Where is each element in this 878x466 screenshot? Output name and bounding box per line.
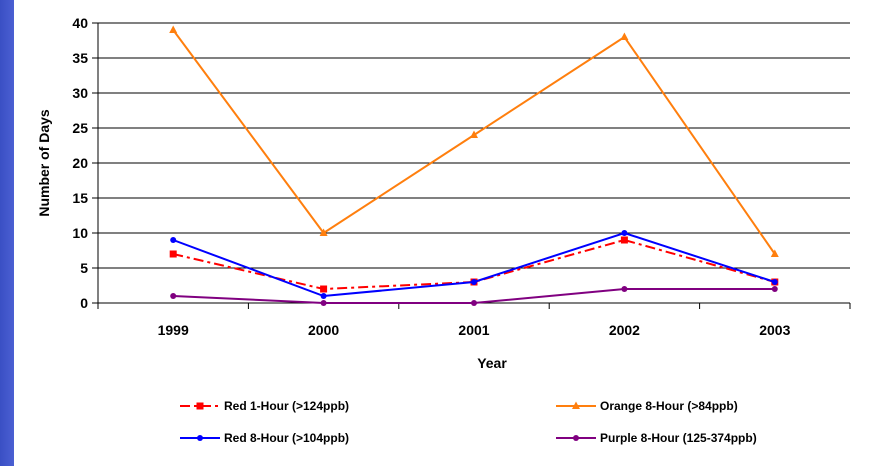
legend-swatch-marker xyxy=(572,401,580,409)
legend-item: Purple 8-Hour (125-374ppb) xyxy=(556,431,757,445)
y-tick-label: 15 xyxy=(72,190,88,206)
legend-swatch-marker xyxy=(196,402,204,410)
legend-label: Purple 8-Hour (125-374ppb) xyxy=(600,431,757,445)
data-point xyxy=(620,32,629,40)
x-tick-label: 2000 xyxy=(308,322,339,338)
series-line xyxy=(172,238,776,291)
data-point xyxy=(771,286,778,292)
y-tick-label: 25 xyxy=(72,120,88,136)
y-tick-label: 20 xyxy=(72,155,88,171)
y-tick-label: 30 xyxy=(72,85,88,101)
data-point xyxy=(620,236,628,244)
data-point xyxy=(169,25,178,33)
legend-item: Orange 8-Hour (>84ppb) xyxy=(556,399,738,413)
data-point xyxy=(169,250,177,258)
data-point xyxy=(621,286,628,292)
axes xyxy=(92,22,851,309)
legend: Red 1-Hour (>124ppb) Orange 8-Hour (>84pp… xyxy=(180,399,757,445)
series-lines xyxy=(169,25,779,306)
data-point xyxy=(170,237,177,243)
legend-swatch-marker xyxy=(197,435,203,441)
x-tick-labels: 1999 2000 2001 2002 2003 xyxy=(158,322,791,338)
data-point xyxy=(471,279,477,285)
legend-label: Red 1-Hour (>124ppb) xyxy=(224,399,349,413)
data-point xyxy=(320,293,327,299)
x-tick-label: 1999 xyxy=(158,322,189,338)
legend-label: Red 8-Hour (>104ppb) xyxy=(224,431,349,445)
gridlines xyxy=(98,22,850,269)
series-group xyxy=(170,286,778,306)
data-point xyxy=(320,300,327,306)
x-tick-label: 2002 xyxy=(609,322,640,338)
series-group xyxy=(169,25,779,257)
legend-item: Red 8-Hour (>104ppb) xyxy=(180,431,349,445)
data-point xyxy=(770,249,779,257)
y-tick-label: 35 xyxy=(72,50,88,66)
data-point xyxy=(170,293,177,299)
data-point xyxy=(320,285,328,293)
legend-swatch-marker xyxy=(573,435,579,441)
legend-label: Orange 8-Hour (>84ppb) xyxy=(600,399,738,413)
x-tick-label: 2003 xyxy=(759,322,790,338)
x-axis-title: Year xyxy=(477,355,507,371)
y-axis-title: Number of Days xyxy=(36,109,52,217)
y-tick-label: 0 xyxy=(80,295,88,311)
data-point xyxy=(470,130,478,138)
y-tick-label: 5 xyxy=(80,260,88,276)
x-tick-label: 2001 xyxy=(458,322,489,338)
series-line xyxy=(172,29,776,255)
data-point xyxy=(319,228,328,236)
series-line xyxy=(172,231,776,298)
y-tick-label: 40 xyxy=(72,15,88,31)
data-point xyxy=(771,279,778,285)
line-chart: 0 5 10 15 20 25 30 35 40 1999 2000 2001 2002 2003 Ye… xyxy=(36,15,851,445)
data-point xyxy=(471,300,477,306)
data-point xyxy=(621,230,628,236)
series-group xyxy=(170,230,778,299)
y-tick-labels: 0 5 10 15 20 25 30 35 40 xyxy=(72,15,88,311)
y-tick-label: 10 xyxy=(72,225,88,241)
chart-panel: 0 5 10 15 20 25 30 35 40 1999 2000 2001 2002 2003 Ye… xyxy=(14,0,878,466)
legend-item: Red 1-Hour (>124ppb) xyxy=(180,399,349,413)
